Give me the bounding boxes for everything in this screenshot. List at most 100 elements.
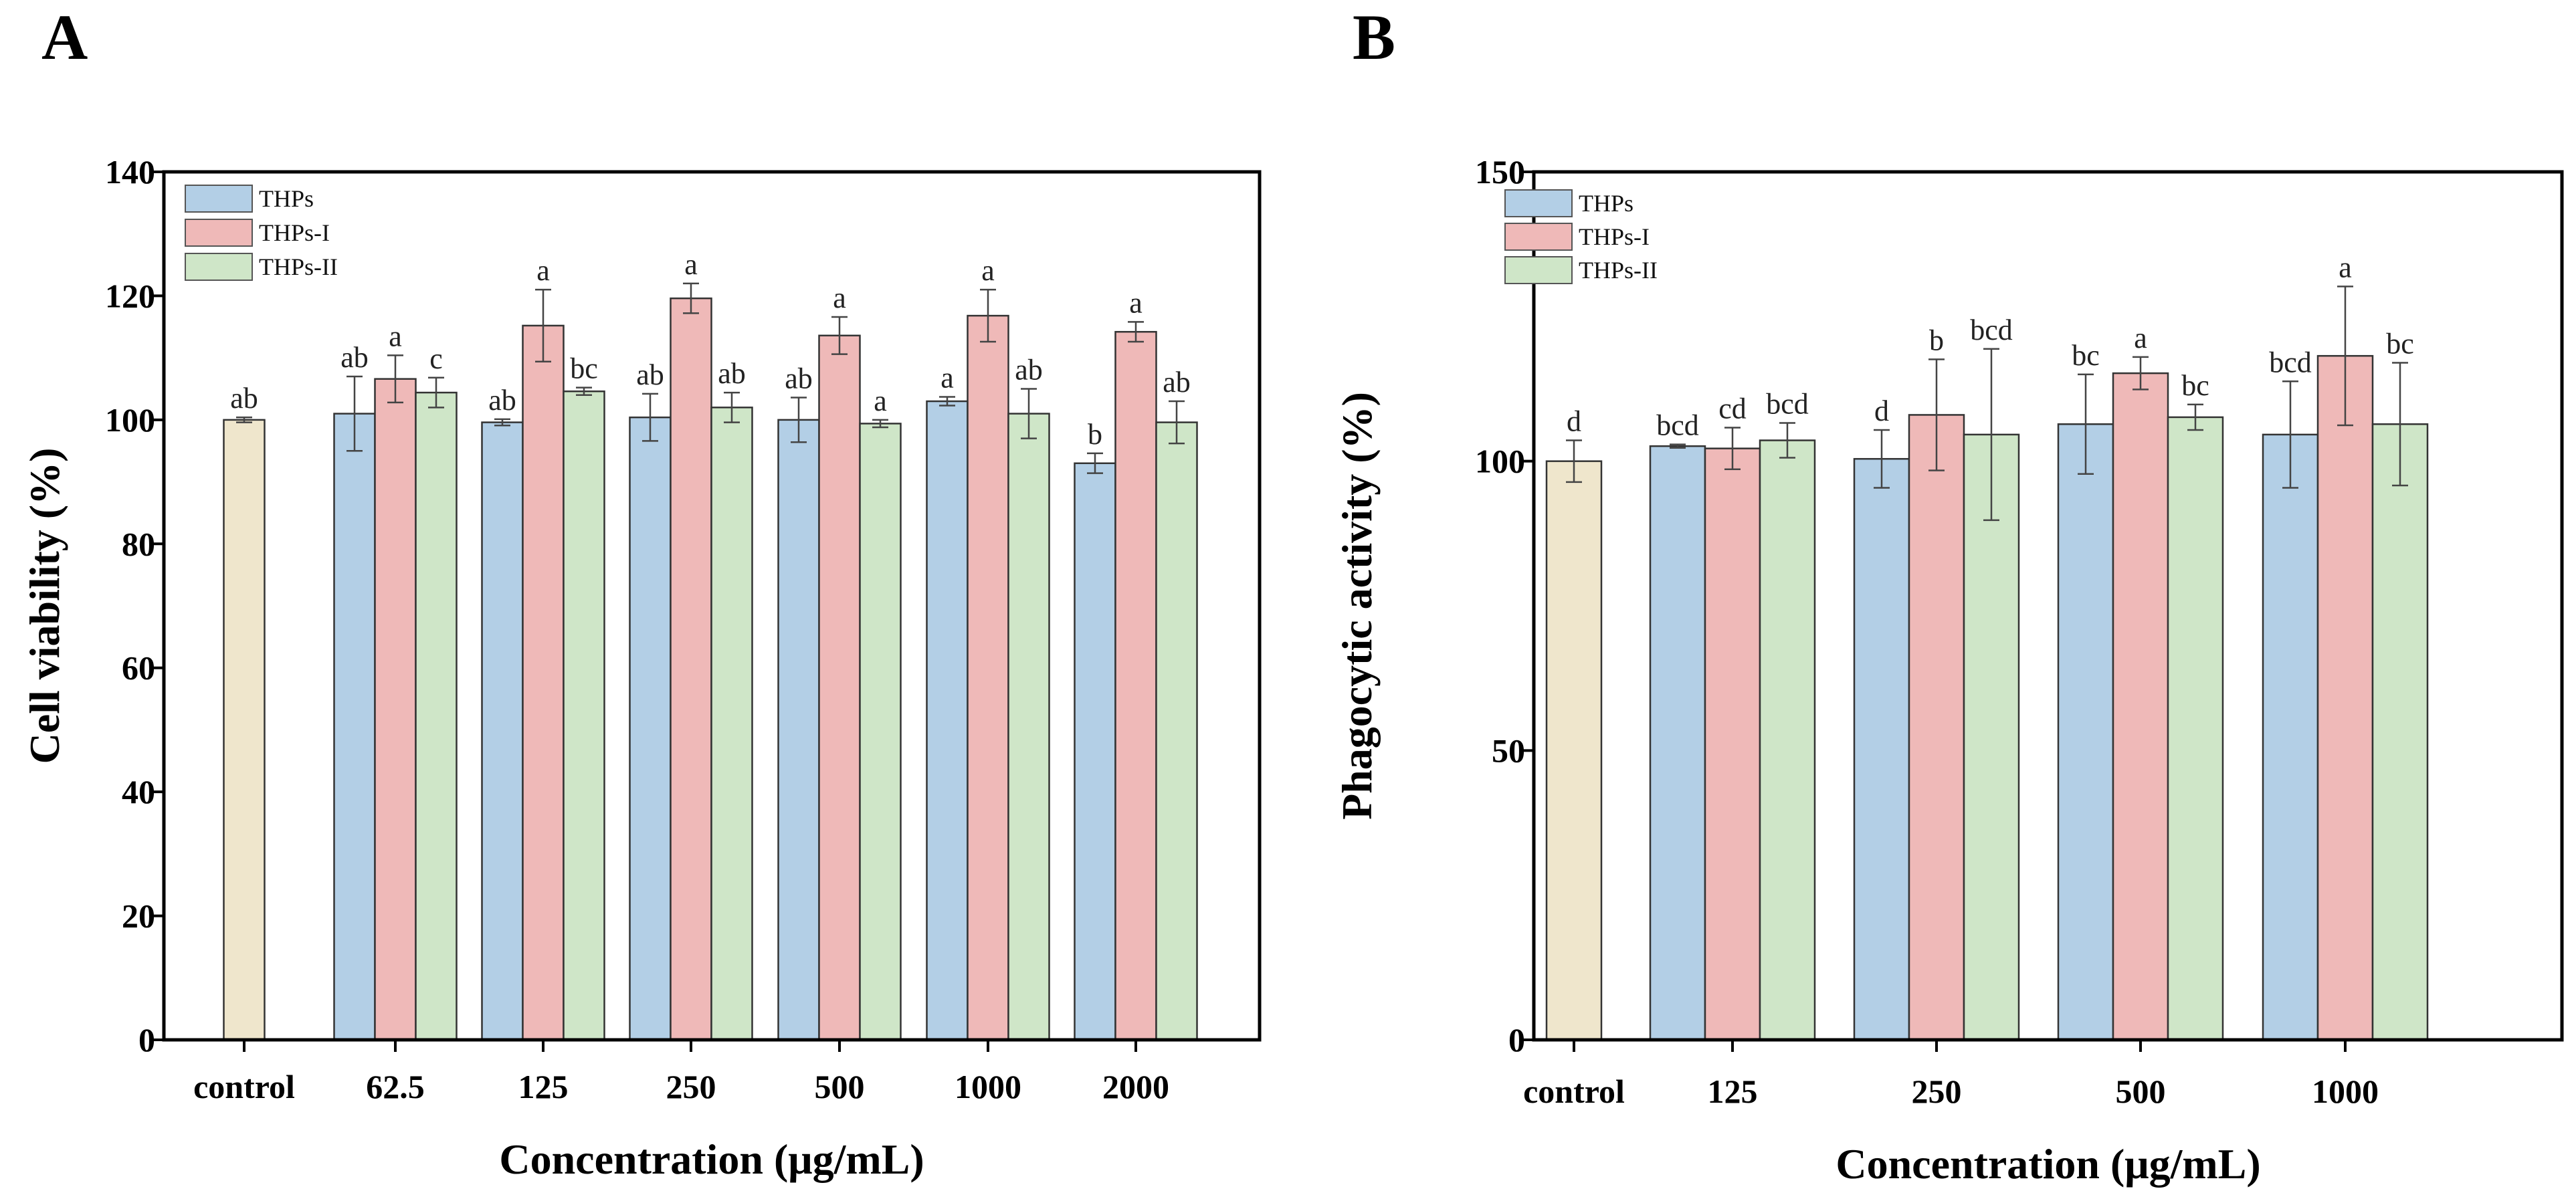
legend-label: THPs-II bbox=[259, 253, 338, 280]
significance-label: a bbox=[940, 362, 954, 395]
bar-thps-i-125 bbox=[522, 324, 565, 1041]
bar-thps-i-2000 bbox=[1114, 330, 1157, 1041]
bar-thps-ii-1000 bbox=[2371, 423, 2429, 1041]
error-bar bbox=[2078, 373, 2094, 475]
x-tick-label: 250 bbox=[666, 1068, 716, 1105]
error-bar bbox=[1983, 348, 1999, 522]
x-axis-title: Concentration (μg/mL) bbox=[499, 1135, 924, 1183]
significance-label: a bbox=[1129, 286, 1143, 319]
significance-label: bcd bbox=[1656, 409, 1699, 442]
bar-thps-ii-125 bbox=[563, 390, 605, 1041]
error-bar bbox=[1724, 427, 1741, 471]
y-tick-label: 40 bbox=[122, 773, 155, 810]
y-tick-label: 60 bbox=[122, 649, 155, 687]
legend-swatch-thps-ii bbox=[185, 253, 253, 281]
error-bar bbox=[1021, 388, 1037, 439]
bar-thps-250 bbox=[1853, 457, 1910, 1041]
bar-thps-i-125 bbox=[1704, 447, 1761, 1041]
y-tick-label: 100 bbox=[1475, 443, 1525, 480]
significance-label: ab bbox=[785, 362, 813, 395]
significance-label: ab bbox=[1163, 366, 1191, 399]
significance-label: bc bbox=[570, 352, 598, 385]
significance-label: ab bbox=[488, 384, 516, 417]
legend-swatch-thps bbox=[1504, 189, 1573, 217]
x-tick-label: 250 bbox=[1912, 1073, 1962, 1110]
y-tick-label: 100 bbox=[105, 401, 155, 439]
bar-thps-1000 bbox=[926, 400, 969, 1041]
significance-label: bcd bbox=[1970, 314, 2013, 346]
significance-label: bcd bbox=[2269, 346, 2312, 378]
error-bar bbox=[2392, 362, 2408, 487]
x-axis-title: Concentration (μg/mL) bbox=[1836, 1140, 2260, 1188]
significance-label: ab bbox=[718, 357, 746, 390]
bar-thps-i-1000 bbox=[967, 314, 1009, 1041]
bar-thps-125 bbox=[1649, 445, 1706, 1041]
bar-thps-1000 bbox=[2262, 433, 2319, 1041]
legend-label: THPs-II bbox=[1579, 257, 1658, 284]
error-bar bbox=[2282, 380, 2298, 489]
error-bar bbox=[831, 316, 848, 355]
error-bar bbox=[2337, 286, 2353, 427]
significance-label: c bbox=[429, 342, 443, 375]
bar-thps-ii-500 bbox=[2167, 416, 2224, 1041]
y-axis-title: Phagocytic activity (%) bbox=[1333, 392, 1381, 820]
bar-thps-i-500 bbox=[818, 334, 861, 1041]
error-bar bbox=[1566, 439, 1582, 483]
panel-letter: A bbox=[41, 1, 88, 73]
x-tick-label: 2000 bbox=[1102, 1068, 1169, 1105]
bar-thps-i-500 bbox=[2112, 372, 2169, 1041]
x-tick-label: 125 bbox=[1708, 1073, 1758, 1110]
error-bar bbox=[1169, 400, 1185, 445]
legend-label: THPs bbox=[1579, 190, 1633, 217]
legend-swatch-thps bbox=[185, 185, 253, 213]
significance-label: ab bbox=[636, 358, 664, 391]
significance-label: d bbox=[1874, 395, 1889, 427]
significance-label: a bbox=[981, 254, 995, 287]
significance-label: a bbox=[874, 385, 887, 417]
error-bar bbox=[236, 416, 252, 423]
significance-label: a bbox=[389, 320, 402, 352]
x-tick-label: 62.5 bbox=[366, 1068, 425, 1105]
significance-label: ab bbox=[1015, 354, 1043, 387]
y-tick-label: 0 bbox=[138, 1021, 155, 1059]
significance-label: cd bbox=[1718, 392, 1747, 425]
legend: THPs THPs-I THPs-II bbox=[185, 185, 338, 281]
significance-label: bc bbox=[2072, 339, 2100, 372]
bar-thps-ii-250 bbox=[1963, 433, 2020, 1041]
bar-thps-i-62-5 bbox=[374, 378, 417, 1041]
error-bar bbox=[1670, 443, 1686, 449]
y-tick-label: 50 bbox=[1492, 732, 1525, 769]
error-bar bbox=[1928, 358, 1945, 471]
x-tick-label: 1000 bbox=[2312, 1073, 2379, 1110]
error-bar bbox=[2133, 356, 2149, 391]
error-bar bbox=[346, 375, 363, 452]
y-tick-label: 140 bbox=[105, 153, 155, 191]
y-tick-label: 80 bbox=[122, 525, 155, 562]
significance-label: a bbox=[2339, 251, 2352, 284]
bar-thps-250 bbox=[629, 416, 672, 1041]
error-bar bbox=[1128, 321, 1144, 343]
legend: THPs THPs-I THPs-II bbox=[1504, 189, 1658, 284]
bar-thps-ii-62-5 bbox=[415, 391, 458, 1041]
bar-thps-i-250 bbox=[670, 297, 712, 1041]
x-tick-label: 500 bbox=[815, 1068, 865, 1105]
x-tick-label: 1000 bbox=[955, 1068, 1021, 1105]
significance-label: bc bbox=[2386, 328, 2414, 360]
bar-control-control bbox=[1545, 460, 1603, 1041]
error-bar bbox=[1779, 422, 1795, 459]
y-tick-label: 20 bbox=[122, 897, 155, 935]
y-tick-label: 120 bbox=[105, 277, 155, 314]
legend-swatch-thps-i bbox=[1504, 223, 1573, 251]
error-bar bbox=[791, 397, 807, 443]
significance-label: d bbox=[1567, 405, 1581, 438]
legend-swatch-thps-i bbox=[185, 219, 253, 247]
y-axis-title: Cell viability (%) bbox=[21, 448, 68, 764]
significance-label: a bbox=[2134, 322, 2147, 354]
x-tick-label: control bbox=[1523, 1073, 1625, 1110]
error-bar bbox=[724, 391, 740, 423]
legend-label: THPs bbox=[259, 185, 314, 212]
error-bar bbox=[642, 393, 658, 442]
bar-thps-i-250 bbox=[1908, 414, 1965, 1041]
